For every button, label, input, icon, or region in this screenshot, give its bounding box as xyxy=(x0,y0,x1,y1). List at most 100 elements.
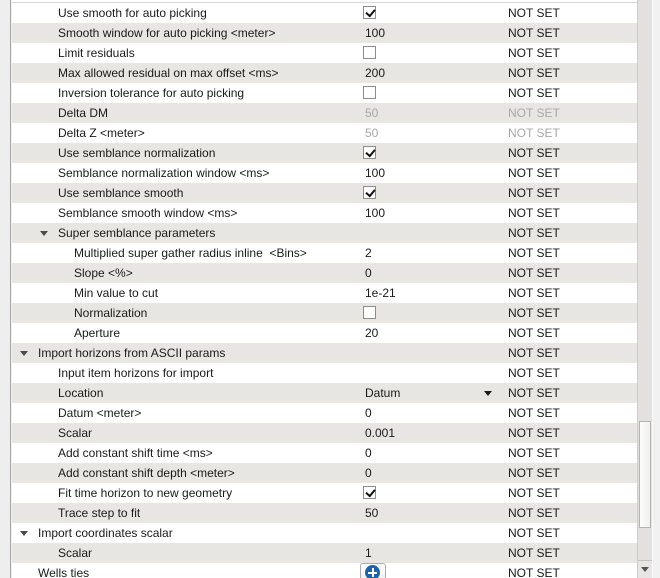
parameter-label: Scalar xyxy=(58,546,93,560)
parameter-row[interactable]: Normalization NOT SET xyxy=(12,303,637,323)
parameter-value[interactable]: 1e-21 xyxy=(365,286,396,300)
parameter-row[interactable]: Location NOT SET Datum xyxy=(12,383,637,403)
parameter-row[interactable]: Smooth window for auto picking <meter> N… xyxy=(12,23,637,43)
status-not-set: NOT SET xyxy=(508,486,560,500)
parameter-row[interactable]: Semblance smooth window <ms> NOT SET 100 xyxy=(12,203,637,223)
parameter-value[interactable]: 100 xyxy=(365,166,386,180)
parameter-value[interactable]: 0 xyxy=(365,406,372,420)
checkbox-input[interactable] xyxy=(363,86,376,99)
parameter-row[interactable]: Multiplied super gather radius inline <B… xyxy=(12,243,637,263)
add-wells-ties-button[interactable] xyxy=(360,563,386,578)
parameter-row[interactable]: Semblance normalization window <ms> NOT … xyxy=(12,163,637,183)
parameter-row[interactable]: Aperture NOT SET 20 xyxy=(12,323,637,343)
status-not-set: NOT SET xyxy=(508,306,560,320)
parameter-label: Inversion tolerance for auto picking xyxy=(58,86,245,100)
parameter-row[interactable]: Max allowed residual on max offset <ms> … xyxy=(12,63,637,83)
status-not-set: NOT SET xyxy=(508,126,560,140)
parameter-value[interactable]: 0.001 xyxy=(365,426,396,440)
parameter-label: Trace step to fit xyxy=(58,506,141,520)
status-not-set: NOT SET xyxy=(508,166,560,180)
parameter-row[interactable]: Input item horizons for import NOT SET xyxy=(12,363,637,383)
status-not-set: NOT SET xyxy=(508,326,560,340)
status-not-set: NOT SET xyxy=(508,346,560,360)
parameter-value[interactable]: 0 xyxy=(365,466,372,480)
parameter-row[interactable]: Min value to cut NOT SET 1e-21 xyxy=(12,283,637,303)
vertical-scrollbar[interactable] xyxy=(637,0,652,578)
parameter-row[interactable]: Import horizons from ASCII params NOT SE… xyxy=(12,343,637,363)
parameter-row[interactable]: Delta DM NOT SET 50 xyxy=(12,103,637,123)
status-not-set: NOT SET xyxy=(508,246,560,260)
checkbox-input[interactable] xyxy=(363,306,376,319)
collapse-triangle-icon[interactable] xyxy=(20,351,28,356)
status-not-set: NOT SET xyxy=(508,106,560,120)
parameter-row[interactable]: Scalar NOT SET 1 xyxy=(12,543,637,563)
parameter-label: Semblance normalization window <ms> xyxy=(58,166,270,180)
parameter-label: Slope <%> xyxy=(74,266,133,280)
parameter-label: Multiplied super gather radius inline <B… xyxy=(74,246,307,260)
status-not-set: NOT SET xyxy=(508,6,560,20)
parameter-row[interactable]: Use smooth for auto picking NOT SET xyxy=(12,3,637,23)
parameter-row[interactable]: Datum <meter> NOT SET 0 xyxy=(12,403,637,423)
parameter-row[interactable]: Import coordinates scalar NOT SET xyxy=(12,523,637,543)
parameter-row[interactable]: Add constant shift depth <meter> NOT SET… xyxy=(12,463,637,483)
parameter-row[interactable]: Slope <%> NOT SET 0 xyxy=(12,263,637,283)
checkbox-input[interactable] xyxy=(363,486,376,499)
status-not-set: NOT SET xyxy=(508,466,560,480)
parameter-value[interactable]: 50 xyxy=(365,506,379,520)
status-not-set: NOT SET xyxy=(508,66,560,80)
parameter-label: Min value to cut xyxy=(74,286,159,300)
parameter-value[interactable]: 100 xyxy=(365,26,386,40)
checkbox-input[interactable] xyxy=(363,146,376,159)
parameter-label: Limit residuals xyxy=(58,46,135,60)
parameter-row[interactable]: Use semblance smooth NOT SET xyxy=(12,183,637,203)
parameter-value[interactable]: 100 xyxy=(365,206,386,220)
parameter-row[interactable]: Add constant shift time <ms> NOT SET 0 xyxy=(12,443,637,463)
parameter-label: Input item horizons for import xyxy=(58,366,214,380)
collapse-triangle-icon[interactable] xyxy=(40,231,48,236)
parameter-value[interactable]: 50 xyxy=(365,106,379,120)
parameter-row[interactable]: Trace step to fit NOT SET 50 xyxy=(12,503,637,523)
parameter-row[interactable]: Super semblance parameters NOT SET xyxy=(12,223,637,243)
parameter-label: Delta Z <meter> xyxy=(58,126,145,140)
parameter-value[interactable]: 2 xyxy=(365,246,372,260)
parameter-value[interactable]: 20 xyxy=(365,326,379,340)
checkbox-input[interactable] xyxy=(363,186,376,199)
status-not-set: NOT SET xyxy=(508,286,560,300)
parameter-row[interactable]: Use semblance normalization NOT SET xyxy=(12,143,637,163)
status-not-set: NOT SET xyxy=(508,26,560,40)
status-not-set: NOT SET xyxy=(508,566,560,578)
parameter-value[interactable]: 0 xyxy=(365,446,372,460)
parameter-row[interactable]: Delta Z <meter> NOT SET 50 xyxy=(12,123,637,143)
parameter-rows-container: Use smooth for auto picking NOT SET Smoo… xyxy=(12,3,637,578)
parameter-label: Fit time horizon to new geometry xyxy=(58,486,233,500)
checkbox-input[interactable] xyxy=(363,46,376,59)
scrollbar-thumb[interactable] xyxy=(639,421,651,528)
parameter-value[interactable]: 0 xyxy=(365,266,372,280)
status-not-set: NOT SET xyxy=(508,46,560,60)
parameter-label: Add constant shift time <ms> xyxy=(58,446,213,460)
parameter-value[interactable]: 1 xyxy=(365,546,372,560)
parameter-label: Wells ties xyxy=(38,566,90,578)
parameter-row[interactable]: Wells ties NOT SET xyxy=(12,563,637,578)
parameter-row[interactable]: Scalar NOT SET 0.001 xyxy=(12,423,637,443)
parameter-label: Delta DM xyxy=(58,106,109,120)
collapse-triangle-icon[interactable] xyxy=(20,531,28,536)
parameter-label: Datum <meter> xyxy=(58,406,142,420)
parameter-row[interactable]: Inversion tolerance for auto picking NOT… xyxy=(12,83,637,103)
parameter-row[interactable]: Limit residuals NOT SET xyxy=(12,43,637,63)
panel-right-edge xyxy=(652,0,660,578)
status-not-set: NOT SET xyxy=(508,206,560,220)
dropdown-arrow-icon[interactable] xyxy=(484,391,492,396)
status-not-set: NOT SET xyxy=(508,526,560,540)
location-dropdown-value[interactable]: Datum xyxy=(365,386,401,400)
parameter-label: Use semblance smooth xyxy=(58,186,184,200)
parameter-value[interactable]: 200 xyxy=(365,66,386,80)
parameter-value[interactable]: 50 xyxy=(365,126,379,140)
checkbox-input[interactable] xyxy=(363,6,376,19)
parameter-row[interactable]: Fit time horizon to new geometry NOT SET xyxy=(12,483,637,503)
plus-icon xyxy=(365,565,380,578)
status-not-set: NOT SET xyxy=(508,266,560,280)
scrollbar-down-button[interactable] xyxy=(638,560,652,578)
status-not-set: NOT SET xyxy=(508,86,560,100)
status-not-set: NOT SET xyxy=(508,406,560,420)
